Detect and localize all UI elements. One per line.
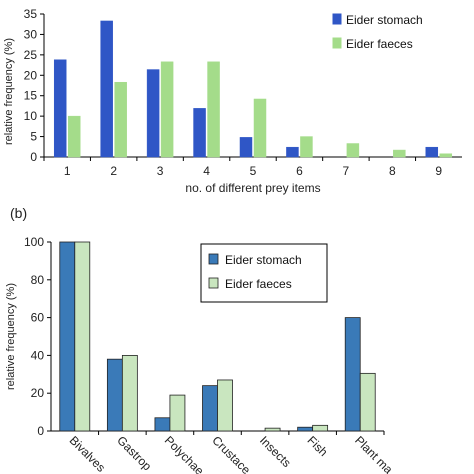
x-tick-label: Fish — [305, 433, 331, 459]
y-tick-label: 0 — [30, 150, 37, 164]
legend-label: Eider stomach — [346, 13, 423, 27]
y-tick-label: 25 — [24, 48, 38, 62]
x-tick-label: 3 — [157, 164, 164, 178]
y-tick-label: 60 — [31, 311, 45, 325]
bar-stomach — [59, 241, 76, 432]
x-tick-label: 7 — [343, 164, 350, 178]
x-tick-label: 5 — [250, 164, 257, 178]
x-tick-label: 2 — [110, 164, 117, 178]
bar-faeces — [264, 427, 281, 432]
y-tick-label: 5 — [30, 130, 37, 144]
bar-stomach — [100, 20, 113, 158]
bar-faeces — [160, 61, 174, 158]
bar-stomach — [425, 146, 439, 158]
legend-label: Eider faeces — [346, 37, 413, 51]
y-tick-label: 40 — [31, 348, 45, 362]
bar-faeces — [359, 372, 376, 432]
bar-stomach — [344, 317, 361, 432]
x-tick-label: Insects — [257, 433, 294, 470]
y-tick-label: 15 — [24, 89, 38, 103]
y-axis-label: relative frequency (%) — [3, 38, 15, 145]
y-axis-label: relative frequency (%) — [5, 283, 17, 390]
bar-stomach — [202, 385, 218, 432]
bar-faeces — [300, 136, 313, 158]
y-tick-label: 80 — [31, 273, 45, 287]
bar-faeces — [439, 153, 453, 158]
x-tick-label: 6 — [296, 164, 303, 178]
y-tick-label: 10 — [24, 109, 38, 123]
bar-faeces — [312, 424, 329, 432]
bar-stomach — [53, 59, 67, 158]
legend-box — [200, 243, 328, 303]
bar-stomach — [146, 69, 160, 158]
y-tick-label: 30 — [24, 27, 38, 41]
y-tick-label: 100 — [24, 235, 44, 249]
x-tick-label: Crustace — [209, 433, 253, 474]
chart-a: 0 5 10 15 20 25 30 35 1 2 3 4 5 6 7 8 9 no. of different … — [3, 7, 462, 195]
bar-stomach — [106, 358, 123, 432]
bar-faeces — [253, 98, 267, 158]
y-tick-label: 0 — [37, 424, 44, 438]
legend-swatch — [332, 13, 342, 25]
bar-faeces — [74, 241, 91, 432]
bar-faeces — [346, 143, 360, 158]
x-tick-label: 9 — [435, 164, 442, 178]
y-tick-label: 35 — [24, 7, 38, 21]
bar-faeces — [207, 61, 220, 158]
legend-swatch — [332, 37, 342, 49]
bar-faeces — [393, 149, 406, 158]
bar-stomach — [239, 137, 253, 158]
x-tick-label: Polychae — [162, 433, 207, 474]
bar-faeces — [121, 354, 138, 432]
bar-faeces — [114, 81, 127, 158]
bar-stomach — [297, 426, 314, 432]
bar-stomach — [286, 146, 299, 158]
bar-faeces — [217, 379, 233, 432]
panel-label: (b) — [10, 205, 27, 221]
x-tick-label: 4 — [203, 164, 210, 178]
legend-label: Eider faeces — [225, 277, 292, 291]
bar-stomach — [193, 108, 206, 158]
x-tick-label: 8 — [389, 164, 396, 178]
bar-faeces — [67, 115, 81, 158]
y-tick-label: 20 — [24, 68, 38, 82]
y-tick-label: 20 — [31, 386, 45, 400]
bar-stomach — [154, 417, 171, 432]
chart-b: (b) 0 20 40 60 80 100 Bivalves Gastrop Polychae Cr… — [5, 205, 396, 474]
legend-swatch — [208, 253, 219, 265]
x-tick-label: Gastrop — [114, 433, 154, 473]
bar-faeces — [169, 394, 186, 432]
legend-swatch — [208, 277, 219, 289]
x-axis-label: no. of different prey items — [185, 181, 320, 195]
x-tick-label: 1 — [64, 164, 71, 178]
x-tick-label: Plant ma — [352, 433, 396, 474]
x-tick-label: Bivalves — [67, 433, 108, 474]
legend-label: Eider stomach — [225, 253, 302, 267]
